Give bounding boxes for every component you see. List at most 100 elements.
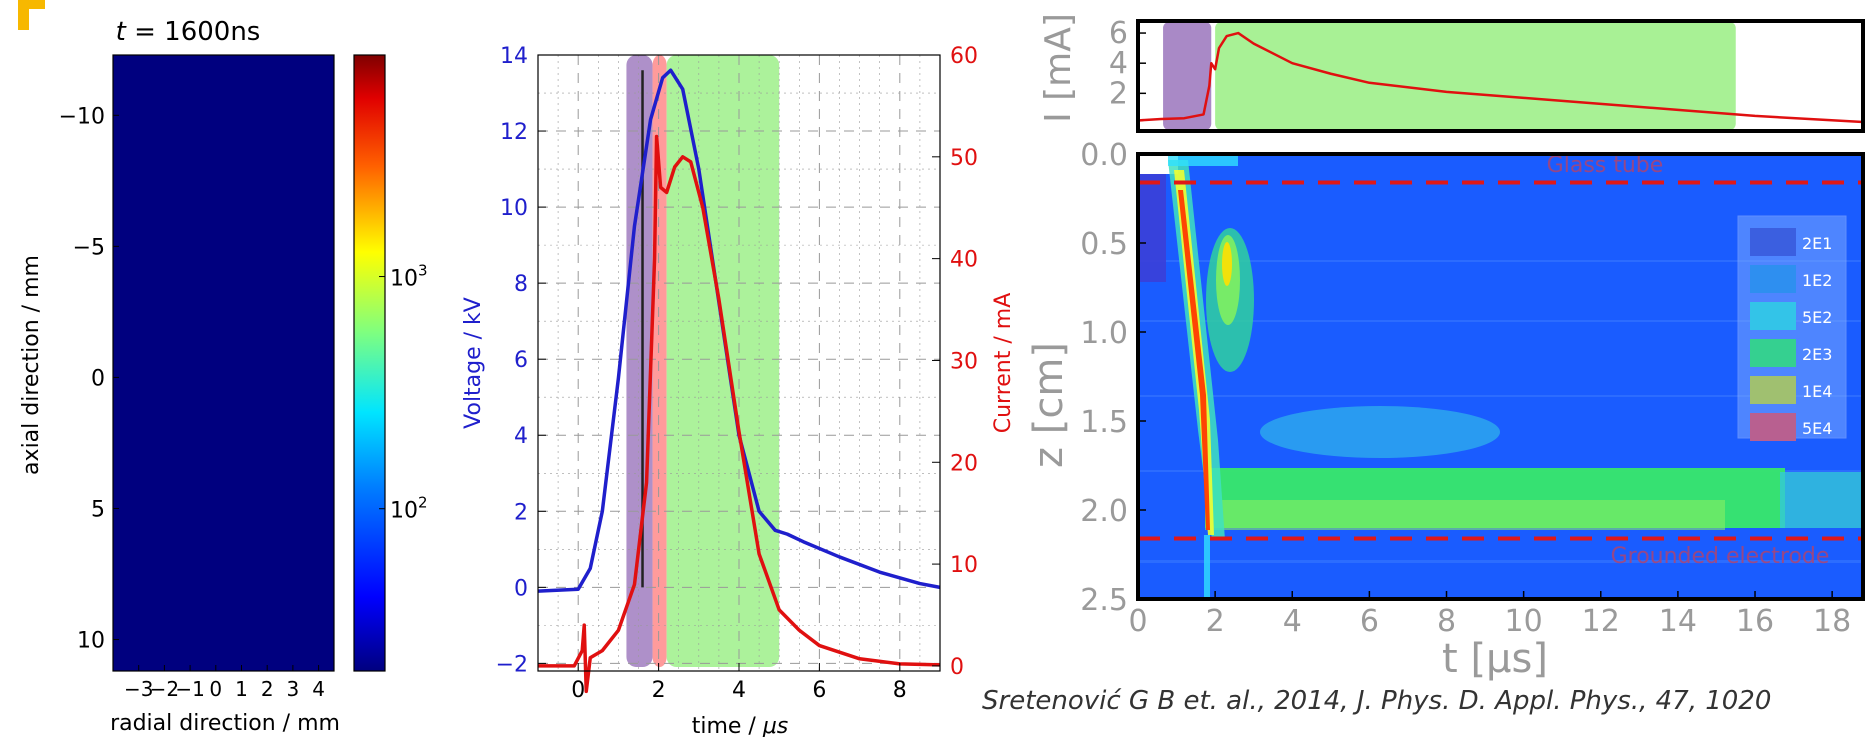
voltage-current-chart: 0 2 4 6 8 −2 0 2 4 6 8 10 12 14 0 10 20 30 40 50 60 time /… [461, 44, 1016, 737]
citation: Sretenović G B et. al., 2014, J. Phys. D… [982, 686, 1771, 716]
voltage-y-label: Voltage / kV [461, 297, 486, 429]
right-y-tick-label: 20 [950, 451, 978, 476]
emission-legend: 2E1 1E2 5E2 2E3 1E4 5E4 [1737, 215, 1847, 441]
map-x-tick-label: 4 [1283, 604, 1302, 639]
emission-map: Glass tube Grounded electrode 2E1 1E2 5E2 2… [1026, 138, 1865, 682]
heatmap-y-label: axial direction / mm [19, 255, 44, 475]
strip-y-tick-label: 2 [1109, 76, 1128, 111]
left-y-tick-label: 0 [514, 576, 528, 601]
highlight-band [626, 55, 653, 667]
current-y-label: Current / mA [991, 293, 1016, 434]
x-tick-label: 4 [732, 678, 746, 703]
highlight-band [666, 55, 780, 667]
emission-map-primary-streamer [1178, 190, 1210, 530]
left-y-tick-label: 8 [514, 272, 528, 297]
heatmap-field [112, 54, 335, 672]
heatmap-x-tick-label: 2 [261, 677, 274, 701]
emission-map-primary-streamer [1204, 535, 1210, 599]
legend-swatch [1750, 265, 1796, 293]
left-y-tick-label: 2 [514, 500, 528, 525]
heatmap-x-tick-label: 3 [287, 677, 300, 701]
heatmap-x-label: radial direction / mm [110, 711, 340, 736]
glass-tube-label: Glass tube [1547, 153, 1664, 178]
right-y-tick-label: 0 [950, 655, 964, 680]
heatmap-x-tick-label: 0 [209, 677, 222, 701]
voltage-x-label: time / μs [692, 714, 789, 737]
left-y-tick-label: 14 [500, 44, 528, 69]
x-tick-label: 6 [812, 678, 826, 703]
heatmap-x-tick-label: −2 [150, 677, 179, 701]
yellow-logo-fragment-icon [18, 0, 45, 30]
right-y-tick-label: 60 [950, 44, 978, 69]
left-y-tick-label: 12 [500, 120, 528, 145]
right-y-tick-label: 10 [950, 553, 978, 578]
legend-swatch [1750, 339, 1796, 367]
highlight-band [1215, 22, 1736, 130]
current-strip-line [1137, 31, 1864, 124]
legend-label: 5E4 [1802, 419, 1832, 438]
heatmap-x-tick-label: 4 [312, 677, 325, 701]
left-y-tick-label: 10 [500, 196, 528, 221]
x-tick-label: 0 [571, 678, 585, 703]
map-x-tick-label: 2 [1206, 604, 1225, 639]
highlight-band [1163, 22, 1212, 130]
voltage-line [537, 68, 941, 593]
heatmap-y-tick-label: 10 [77, 629, 105, 654]
emission-map-glow [1260, 406, 1500, 458]
heatmap-y-tick-label: 5 [91, 497, 105, 522]
map-y-tick-label: 2.0 [1080, 494, 1128, 529]
right-y-tick-label: 30 [950, 349, 978, 374]
strip-y-tick-label: 4 [1109, 46, 1128, 81]
legend-label: 2E1 [1802, 234, 1832, 253]
map-y-tick-label: 1.0 [1080, 316, 1128, 351]
heatmap-x-tick-label: 1 [235, 677, 248, 701]
emission-map-edge-region [1138, 154, 1166, 282]
legend-label: 1E2 [1802, 271, 1832, 290]
legend-label: 1E4 [1802, 382, 1832, 401]
map-y-tick-label: 0.0 [1080, 138, 1128, 173]
colorbar-tick-label: 102 [390, 494, 428, 524]
x-tick-label: 8 [893, 678, 907, 703]
emission-map-secondary-streamer [1222, 242, 1232, 286]
legend-label: 5E2 [1802, 308, 1832, 327]
map-x-tick-label: 8 [1437, 604, 1456, 639]
legend-swatch [1750, 413, 1796, 441]
left-y-tick-label: −2 [496, 652, 528, 677]
current-line [538, 134, 941, 694]
map-y-tick-label: 2.5 [1080, 583, 1128, 618]
emission-map-green-band [1780, 472, 1863, 528]
map-x-tick-label: 6 [1360, 604, 1379, 639]
map-x-tick-label: 14 [1659, 604, 1697, 639]
colorbar-tick-label: 103 [390, 262, 428, 292]
emission-map-x-label: t [μs] [1442, 636, 1548, 682]
x-tick-label: 2 [652, 678, 666, 703]
colorbar [353, 54, 386, 672]
left-y-tick-label: 4 [514, 424, 528, 449]
left-y-tick-label: 6 [514, 348, 528, 373]
map-x-tick-label: 10 [1505, 604, 1543, 639]
emission-map-green-band [1205, 500, 1725, 530]
map-x-tick-label: 12 [1582, 604, 1620, 639]
emission-map-top-bright [1168, 154, 1238, 166]
legend-swatch [1750, 302, 1796, 330]
map-y-tick-label: 0.5 [1080, 227, 1128, 262]
heatmap-title: t = 1600ns [116, 17, 261, 47]
heatmap-y-tick-label: −10 [59, 104, 105, 129]
grounded-electrode-label: Grounded electrode [1611, 544, 1830, 569]
heatmap-y-tick-label: −5 [73, 235, 105, 260]
heatmap-x-tick-label: −3 [124, 677, 153, 701]
right-y-tick-label: 50 [950, 146, 978, 171]
current-strip-y-label: I [mA] [1038, 13, 1079, 123]
map-y-tick-label: 1.5 [1080, 405, 1128, 440]
legend-swatch [1750, 376, 1796, 404]
map-x-tick-label: 18 [1813, 604, 1851, 639]
heatmap-x-tick-label: −1 [175, 677, 204, 701]
map-x-tick-label: 16 [1736, 604, 1774, 639]
right-y-tick-label: 40 [950, 248, 978, 273]
emission-map-y-label: z [cm] [1026, 342, 1072, 468]
map-x-tick-label: 0 [1128, 604, 1147, 639]
current-strip-frame [1136, 19, 1865, 133]
current-strip-chart: 246 I [mA] [1038, 13, 1865, 133]
legend-swatch [1750, 228, 1796, 256]
